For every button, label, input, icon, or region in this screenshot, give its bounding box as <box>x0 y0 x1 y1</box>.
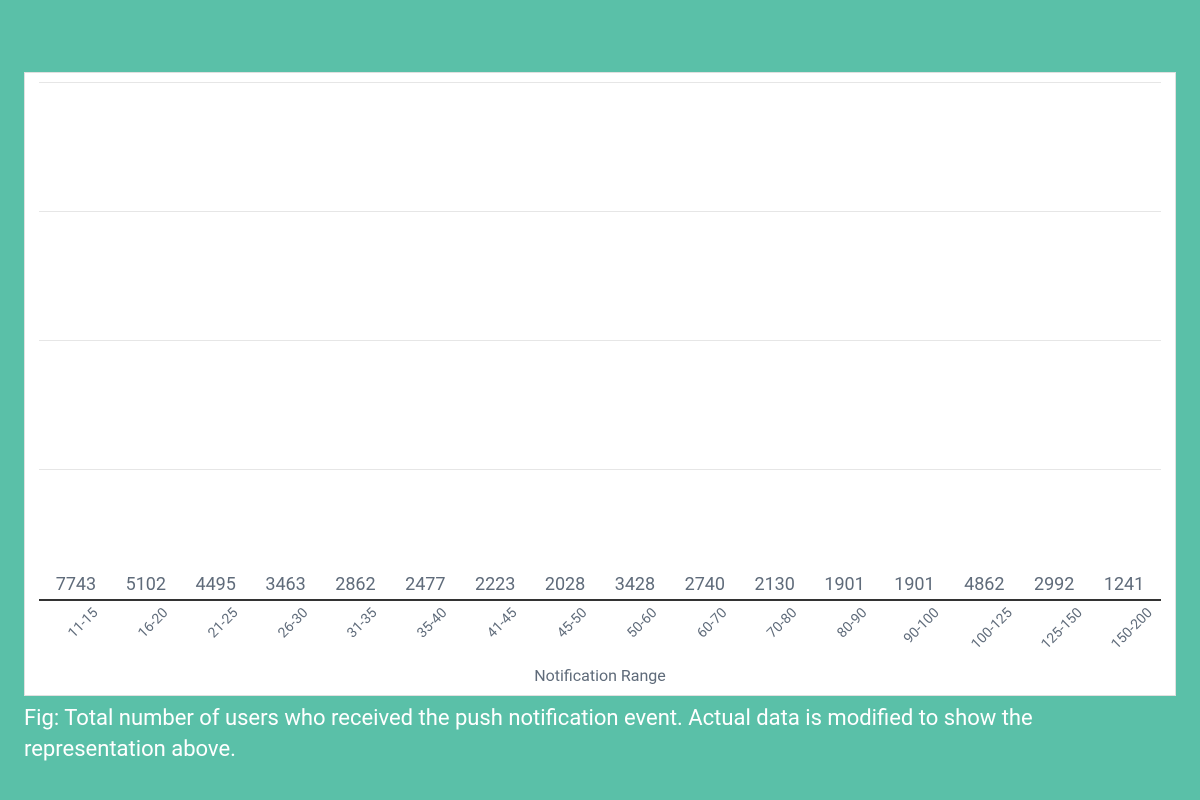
x-tick-label: 80-90 <box>834 605 870 641</box>
bar-value-label: 2992 <box>1034 574 1074 595</box>
bar-slot: 1901 <box>810 574 880 599</box>
bar-value-label: 2862 <box>335 574 375 595</box>
x-tick: 45-50 <box>530 603 600 659</box>
bar-slot: 2992 <box>1019 574 1089 599</box>
chart-card: 7743 5102 4495 3463 2862 2477 2223 2028 3428 2740… <box>24 72 1176 696</box>
bar-slot: 2477 <box>390 574 460 599</box>
x-tick-label: 26-30 <box>275 605 311 641</box>
bar-slot: 2130 <box>740 574 810 599</box>
bar-slot: 4495 <box>181 574 251 599</box>
bar-slot: 3428 <box>600 574 670 599</box>
x-tick: 31-35 <box>321 603 391 659</box>
x-tick: 125-150 <box>1019 603 1089 659</box>
bar-slot: 1241 <box>1089 574 1159 599</box>
bar-value-label: 7743 <box>56 574 96 595</box>
bar-value-label: 1901 <box>824 574 864 595</box>
x-tick-label: 60-70 <box>694 605 730 641</box>
x-tick-label: 31-35 <box>345 605 381 641</box>
bar-value-label: 4862 <box>964 574 1004 595</box>
bar-value-label: 5102 <box>126 574 166 595</box>
bar-slot: 5102 <box>111 574 181 599</box>
plot-area: 7743 5102 4495 3463 2862 2477 2223 2028 3428 2740… <box>39 83 1161 601</box>
x-tick: 16-20 <box>111 603 181 659</box>
bar-value-label: 1901 <box>894 574 934 595</box>
bar-slot: 2740 <box>670 574 740 599</box>
bar-value-label: 3428 <box>615 574 655 595</box>
x-tick-label: 150-200 <box>1108 605 1155 652</box>
bar-value-label: 2223 <box>475 574 515 595</box>
figure-caption: Fig: Total number of users who received … <box>24 704 1176 766</box>
x-tick: 80-90 <box>810 603 880 659</box>
x-tick: 21-25 <box>181 603 251 659</box>
bar-slot: 3463 <box>251 574 321 599</box>
x-tick-label: 125-150 <box>1039 605 1086 652</box>
bar-value-label: 3463 <box>265 574 305 595</box>
x-tick: 150-200 <box>1089 603 1159 659</box>
bar-value-label: 4495 <box>195 574 235 595</box>
x-tick-label: 90-100 <box>901 605 943 647</box>
x-tick-label: 41-45 <box>484 605 520 641</box>
bar-value-label: 2740 <box>685 574 725 595</box>
bar-slot: 2223 <box>460 574 530 599</box>
x-tick-label: 100-125 <box>969 605 1016 652</box>
bar-slot: 4862 <box>949 574 1019 599</box>
bar-slot: 2028 <box>530 574 600 599</box>
bar-slot: 2862 <box>321 574 391 599</box>
x-tick: 70-80 <box>740 603 810 659</box>
bar-value-label: 2477 <box>405 574 445 595</box>
x-tick: 11-15 <box>41 603 111 659</box>
x-tick-label: 11-15 <box>65 605 101 641</box>
x-tick: 90-100 <box>880 603 950 659</box>
x-tick: 50-60 <box>600 603 670 659</box>
x-tick-label: 45-50 <box>554 605 590 641</box>
bar-value-label: 2130 <box>754 574 794 595</box>
bar-value-label: 1241 <box>1104 574 1144 595</box>
bar-slot: 1901 <box>880 574 950 599</box>
x-tick: 35-40 <box>390 603 460 659</box>
x-tick-label: 35-40 <box>414 605 450 641</box>
x-tick-label: 21-25 <box>205 605 241 641</box>
x-axis: 11-15 16-20 21-25 26-30 31-35 35-40 41-45 45-50… <box>39 603 1161 659</box>
bars-container: 7743 5102 4495 3463 2862 2477 2223 2028 3428 2740… <box>39 83 1161 599</box>
x-axis-title: Notification Range <box>25 666 1175 685</box>
bar-slot: 7743 <box>41 574 111 599</box>
x-tick: 26-30 <box>251 603 321 659</box>
x-tick: 100-125 <box>949 603 1019 659</box>
x-tick: 60-70 <box>670 603 740 659</box>
x-tick-label: 16-20 <box>135 605 171 641</box>
x-tick-label: 50-60 <box>624 605 660 641</box>
x-tick-label: 70-80 <box>764 605 800 641</box>
bar-value-label: 2028 <box>545 574 585 595</box>
x-tick: 41-45 <box>460 603 530 659</box>
